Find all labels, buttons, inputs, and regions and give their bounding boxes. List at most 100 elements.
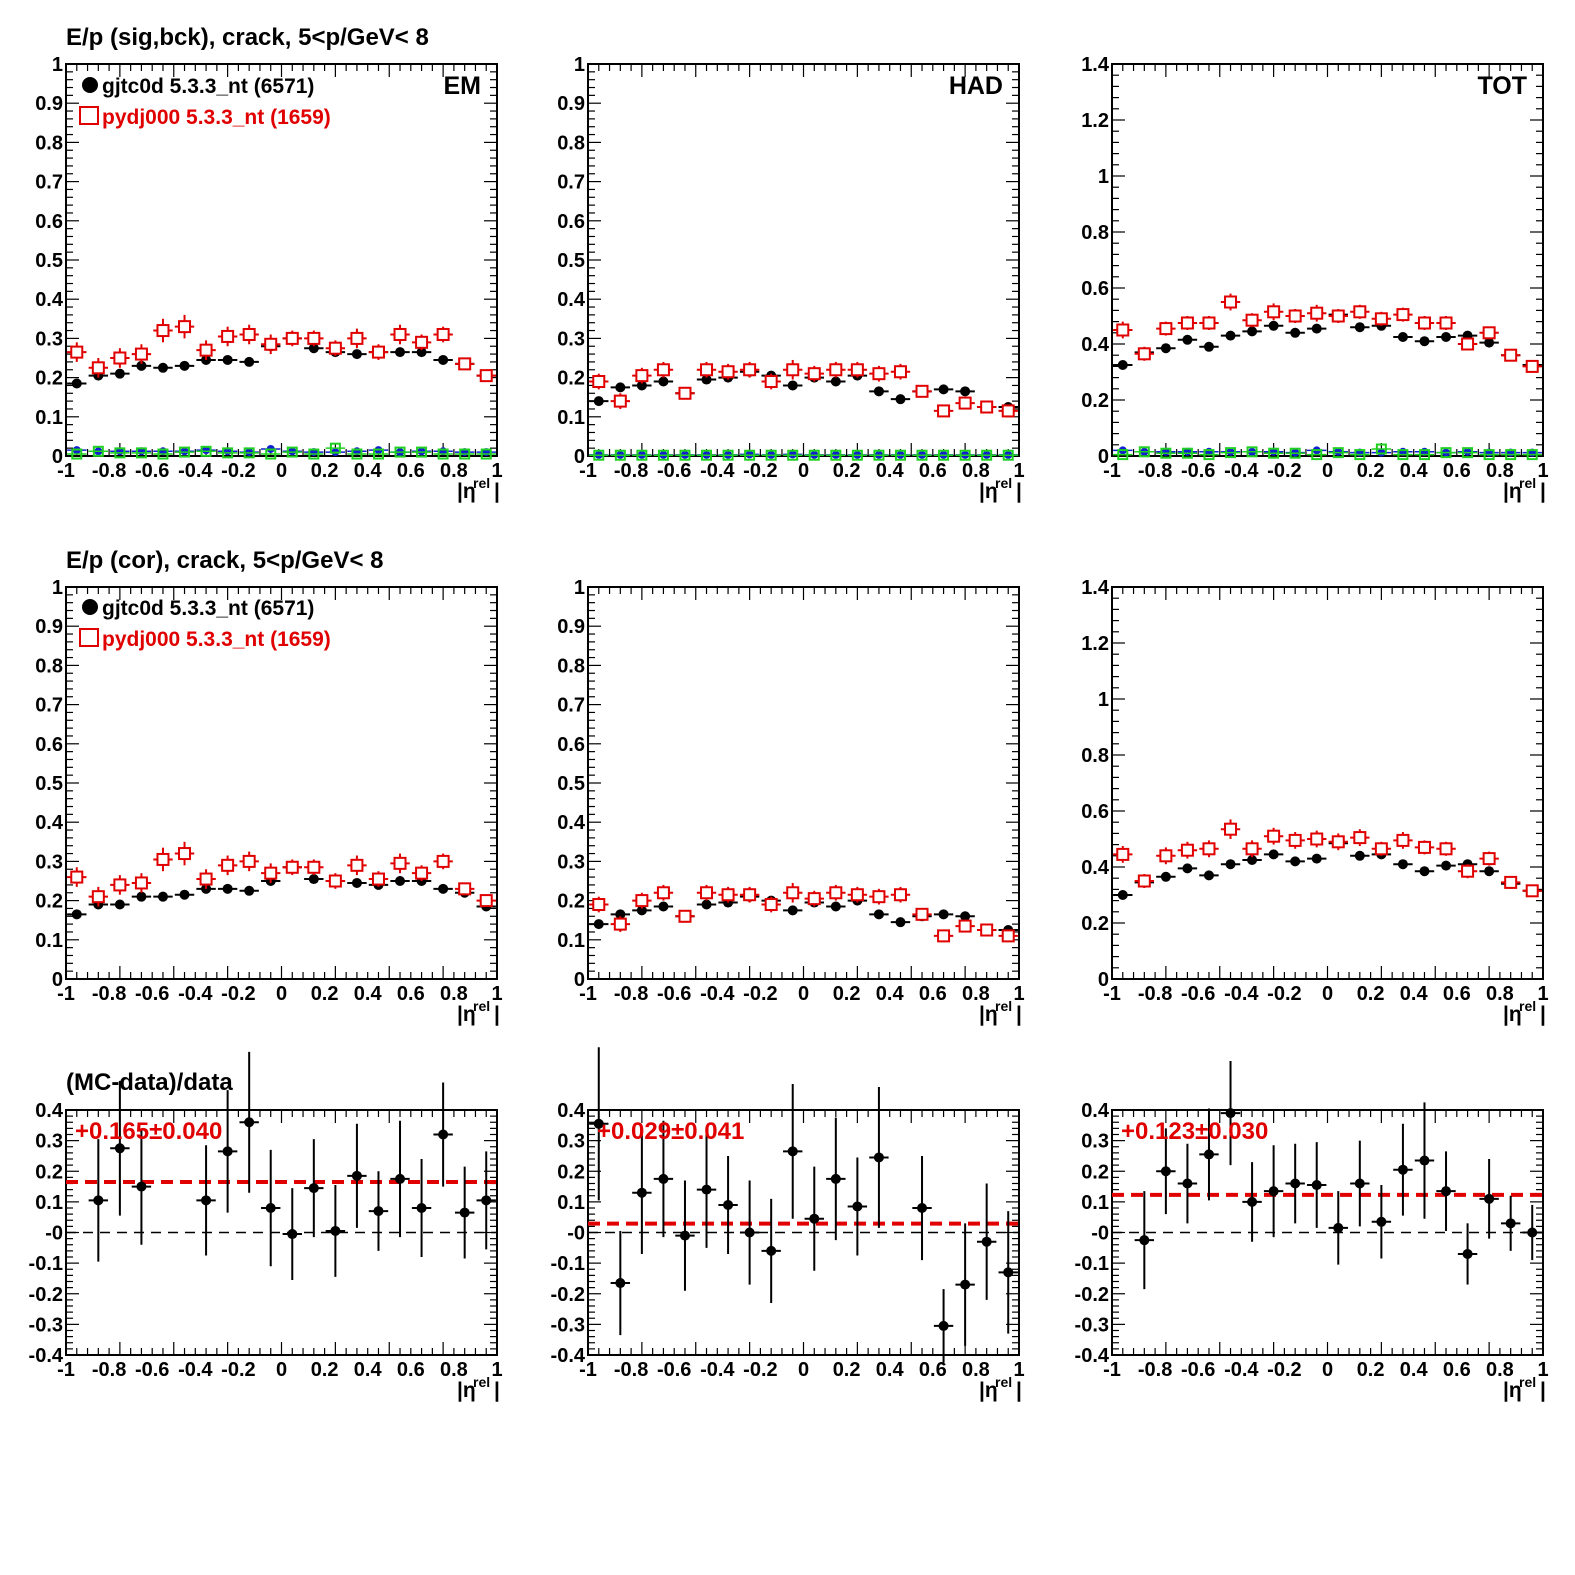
- y-tick-label: -0.3: [1075, 1314, 1109, 1336]
- mc-point: [678, 386, 692, 400]
- data-point: [1203, 341, 1214, 352]
- mc-point: [980, 923, 994, 937]
- x-tick-label: -0.6: [135, 460, 169, 482]
- plot-frame: [587, 63, 1020, 457]
- x-tick-label: 0.2: [1357, 460, 1385, 482]
- y-tick-label: 0.5: [35, 773, 63, 795]
- mc-point: [1202, 842, 1216, 856]
- data-point: [1182, 863, 1193, 874]
- data-point: [1225, 330, 1236, 341]
- mc-point: [1374, 842, 1388, 856]
- data-point: [615, 382, 626, 393]
- y-tick-label: 1: [1098, 689, 1109, 711]
- bkg-mc-point: [744, 449, 756, 461]
- mc-point: [134, 876, 148, 890]
- mc-point: [915, 907, 929, 921]
- x-tick-label: 1: [1537, 1359, 1548, 1381]
- x-tick-label: 0.8: [440, 1359, 468, 1381]
- bkg-mc-point: [873, 449, 885, 461]
- x-tick-label: -0.6: [657, 460, 691, 482]
- data-point: [179, 889, 190, 900]
- y-tick-label: 0.1: [35, 407, 63, 429]
- bkg-data-point: [417, 447, 426, 456]
- x-tick-label: -0.8: [92, 983, 126, 1005]
- mc-point: [1310, 832, 1324, 846]
- x-tick-label: 0.2: [833, 1359, 861, 1381]
- data-point: [1419, 336, 1430, 347]
- legend-data-label: gjtc0d 5.3.3_nt (6571): [102, 75, 314, 98]
- y-tick-label: 0.6: [35, 734, 63, 756]
- y-tick-label: 0.8: [1081, 745, 1109, 767]
- x-axis-label-sup: rel: [995, 1374, 1012, 1390]
- legend-row2: gjtc0d 5.3.3_nt (6571) pydj000 5.3.3_nt …: [79, 597, 331, 651]
- mc-point: [872, 367, 886, 381]
- y-tick-label: 1: [574, 577, 585, 599]
- data-point: [1247, 1196, 1258, 1207]
- data-point: [1397, 332, 1408, 342]
- mc-point: [915, 384, 929, 398]
- data-point: [679, 1230, 690, 1241]
- mc-point: [1159, 322, 1173, 336]
- y-tick-label: 0.6: [1081, 278, 1109, 300]
- data-point: [93, 1195, 104, 1206]
- data-point: [1203, 1149, 1214, 1160]
- series-1: [1113, 309, 1542, 370]
- x-tick-label: 1: [491, 1359, 502, 1381]
- data-point: [960, 1279, 971, 1290]
- mc-point: [70, 870, 84, 884]
- series-2: [1113, 819, 1542, 898]
- y-tick-label: -0: [1091, 1223, 1109, 1245]
- data-point: [981, 1236, 992, 1247]
- mc-point: [1001, 404, 1015, 418]
- data-point: [1419, 1155, 1430, 1166]
- y-tick-label: -0.1: [1075, 1253, 1109, 1275]
- legend-mc-label: pydj000 5.3.3_nt (1659): [102, 628, 331, 651]
- bkg-mc-point: [286, 446, 298, 458]
- x-tick-label: -0.4: [700, 1359, 735, 1381]
- data-point: [308, 1183, 319, 1194]
- data-point: [1397, 859, 1408, 870]
- mc-point: [700, 363, 714, 377]
- x-axis-label-end: |: [1540, 1003, 1546, 1026]
- data-point: [222, 1146, 233, 1157]
- x-axis-label: |η: [979, 480, 998, 503]
- mc-point: [1439, 842, 1453, 856]
- mc-point: [743, 363, 757, 377]
- bkg-mc-point: [1289, 447, 1301, 459]
- x-tick-label: 0.4: [354, 1359, 383, 1381]
- bkg-mc-point: [1397, 449, 1409, 461]
- bkg-mc-point: [765, 449, 777, 461]
- bkg-data-point: [288, 447, 297, 456]
- x-tick-label: 0.4: [876, 1359, 905, 1381]
- x-axis-label-sup: rel: [473, 475, 490, 491]
- mc-point: [1353, 305, 1367, 319]
- mc-point: [1461, 864, 1475, 878]
- x-tick-label: -0.2: [1267, 1359, 1301, 1381]
- y-tick-label: 0.9: [557, 616, 585, 638]
- mc-point: [178, 847, 192, 861]
- y-tick-label: 0.3: [35, 1131, 63, 1153]
- data-point: [136, 360, 147, 371]
- mc-point: [1288, 309, 1302, 323]
- data-point: [658, 376, 669, 387]
- mc-point: [829, 886, 843, 900]
- bkg-mc-point: [722, 449, 734, 461]
- x-tick-label: -0.6: [135, 1359, 169, 1381]
- x-tick-label: 0: [1322, 983, 1333, 1005]
- x-tick-label: 0: [798, 1359, 809, 1381]
- data-point: [895, 917, 906, 928]
- x-tick-label: -0.2: [743, 460, 777, 482]
- data-point: [873, 909, 884, 920]
- y-tick-label: 0.2: [1081, 913, 1109, 935]
- data-point: [1225, 859, 1236, 870]
- legend-mc-marker: [79, 106, 99, 125]
- x-tick-label: 0: [1322, 460, 1333, 482]
- mc-point: [807, 367, 821, 381]
- x-tick-label: -0.2: [1267, 983, 1301, 1005]
- x-tick-label: -0.2: [221, 983, 255, 1005]
- bkg-mc-point: [1117, 449, 1129, 461]
- data-point: [1117, 360, 1128, 370]
- bkg-mc-point: [614, 449, 626, 461]
